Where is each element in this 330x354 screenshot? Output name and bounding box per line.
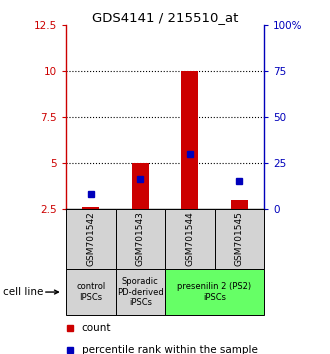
Text: cell line: cell line	[3, 287, 44, 297]
Bar	[231, 200, 248, 209]
Bar	[66, 269, 115, 315]
Text: GSM701542: GSM701542	[86, 212, 95, 266]
Bar	[132, 163, 149, 209]
Bar	[165, 269, 264, 315]
Text: Sporadic
PD-derived
iPSCs: Sporadic PD-derived iPSCs	[117, 277, 164, 307]
Bar	[181, 71, 198, 209]
Bar	[82, 207, 99, 209]
Bar	[165, 209, 214, 269]
Title: GDS4141 / 215510_at: GDS4141 / 215510_at	[92, 11, 238, 24]
Text: presenilin 2 (PS2)
iPSCs: presenilin 2 (PS2) iPSCs	[178, 282, 251, 302]
Bar	[115, 269, 165, 315]
Bar	[115, 209, 165, 269]
Text: GSM701543: GSM701543	[136, 211, 145, 267]
Bar	[214, 209, 264, 269]
Text: count: count	[82, 323, 111, 333]
Text: GSM701545: GSM701545	[235, 211, 244, 267]
Text: percentile rank within the sample: percentile rank within the sample	[82, 345, 258, 354]
Text: control
IPSCs: control IPSCs	[76, 282, 105, 302]
Text: GSM701544: GSM701544	[185, 212, 194, 266]
Bar	[66, 209, 115, 269]
